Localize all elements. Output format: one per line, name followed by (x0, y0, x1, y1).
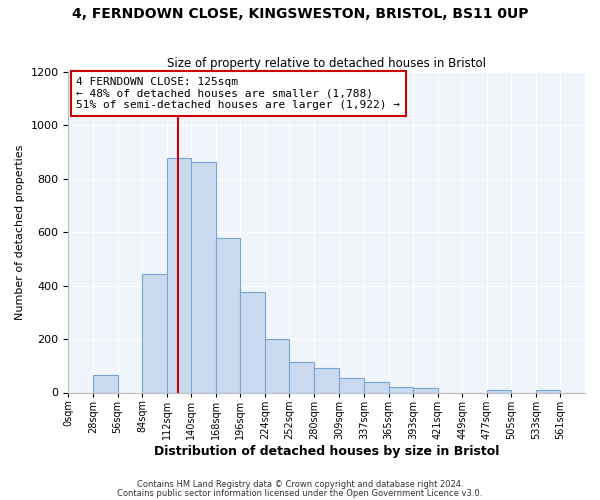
Text: Contains public sector information licensed under the Open Government Licence v3: Contains public sector information licen… (118, 488, 482, 498)
Bar (314, 368, 340, 392)
Bar (191, 162, 216, 392)
Bar (364, 382, 389, 392)
Bar (413, 388, 437, 392)
Bar (487, 390, 511, 392)
Text: 4, FERNDOWN CLOSE, KINGSWESTON, BRISTOL, BS11 0UP: 4, FERNDOWN CLOSE, KINGSWESTON, BRISTOL,… (72, 8, 528, 22)
Bar (241, 292, 265, 392)
Title: Size of property relative to detached houses in Bristol: Size of property relative to detached ho… (167, 56, 486, 70)
Bar (142, 274, 167, 392)
Bar (265, 339, 289, 392)
Text: 4 FERNDOWN CLOSE: 125sqm
← 48% of detached houses are smaller (1,788)
51% of sem: 4 FERNDOWN CLOSE: 125sqm ← 48% of detach… (76, 77, 400, 110)
Bar (389, 387, 413, 392)
Bar (340, 378, 364, 392)
Bar (93, 375, 118, 392)
Bar (289, 362, 314, 392)
Y-axis label: Number of detached properties: Number of detached properties (15, 144, 25, 320)
Bar (167, 158, 191, 392)
X-axis label: Distribution of detached houses by size in Bristol: Distribution of detached houses by size … (154, 444, 499, 458)
Text: Contains HM Land Registry data © Crown copyright and database right 2024.: Contains HM Land Registry data © Crown c… (137, 480, 463, 489)
Bar (216, 238, 241, 392)
Bar (536, 390, 560, 392)
